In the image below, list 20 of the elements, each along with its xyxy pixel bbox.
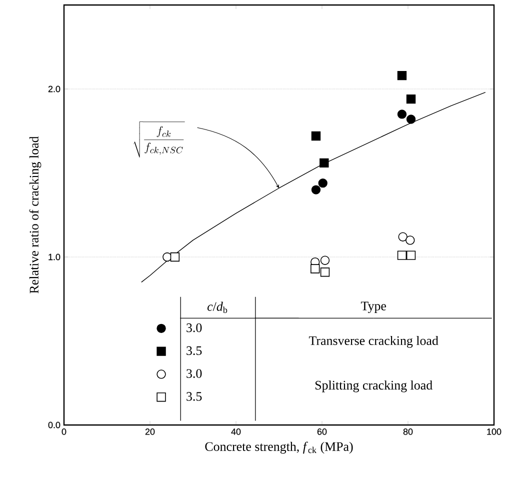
legend-label: 3.0 [186,369,202,378]
x-tick-label: 40 [231,428,241,435]
x-axis-title: Concrete strength, f$_{ck}$ (MPa) [205,442,353,454]
x-tick-label: 80 [403,428,413,435]
annotation: Splitting cracking load [315,380,432,392]
legend-label: 3.5 [186,346,202,356]
x-tick-label: 100 [487,428,502,435]
legend-label: 3.5 [186,392,202,401]
y-axis-title: Relative ratio of cracking load [29,136,42,294]
legend-label: 3.0 [186,323,202,332]
legend-title: c/d$_{b}$ [207,302,228,314]
x-tick-label: 60 [317,428,327,435]
y-tick-label: 0.0 [48,422,60,428]
y-tick-label: 1.0 [48,254,60,260]
annotation: Transverse cracking load [308,336,438,348]
annotation: Type [360,302,386,314]
x-tick-label: 0 [62,428,66,435]
x-tick-label: 20 [145,428,155,435]
y-tick-label: 2.0 [48,86,60,92]
annotation: $\sqrt{\frac{f_{ck}}{f_{ck,NSC}}}$ [133,122,185,158]
